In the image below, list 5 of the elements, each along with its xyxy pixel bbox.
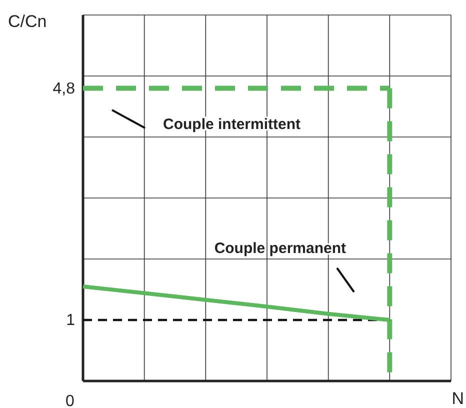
x-axis-title: N — [452, 389, 464, 408]
text: 0 — [66, 393, 75, 408]
y-tick-label: 1 — [66, 312, 76, 330]
y-tick-label: 4,8 — [52, 80, 76, 98]
y-axis-title: C/Cn — [8, 12, 47, 31]
